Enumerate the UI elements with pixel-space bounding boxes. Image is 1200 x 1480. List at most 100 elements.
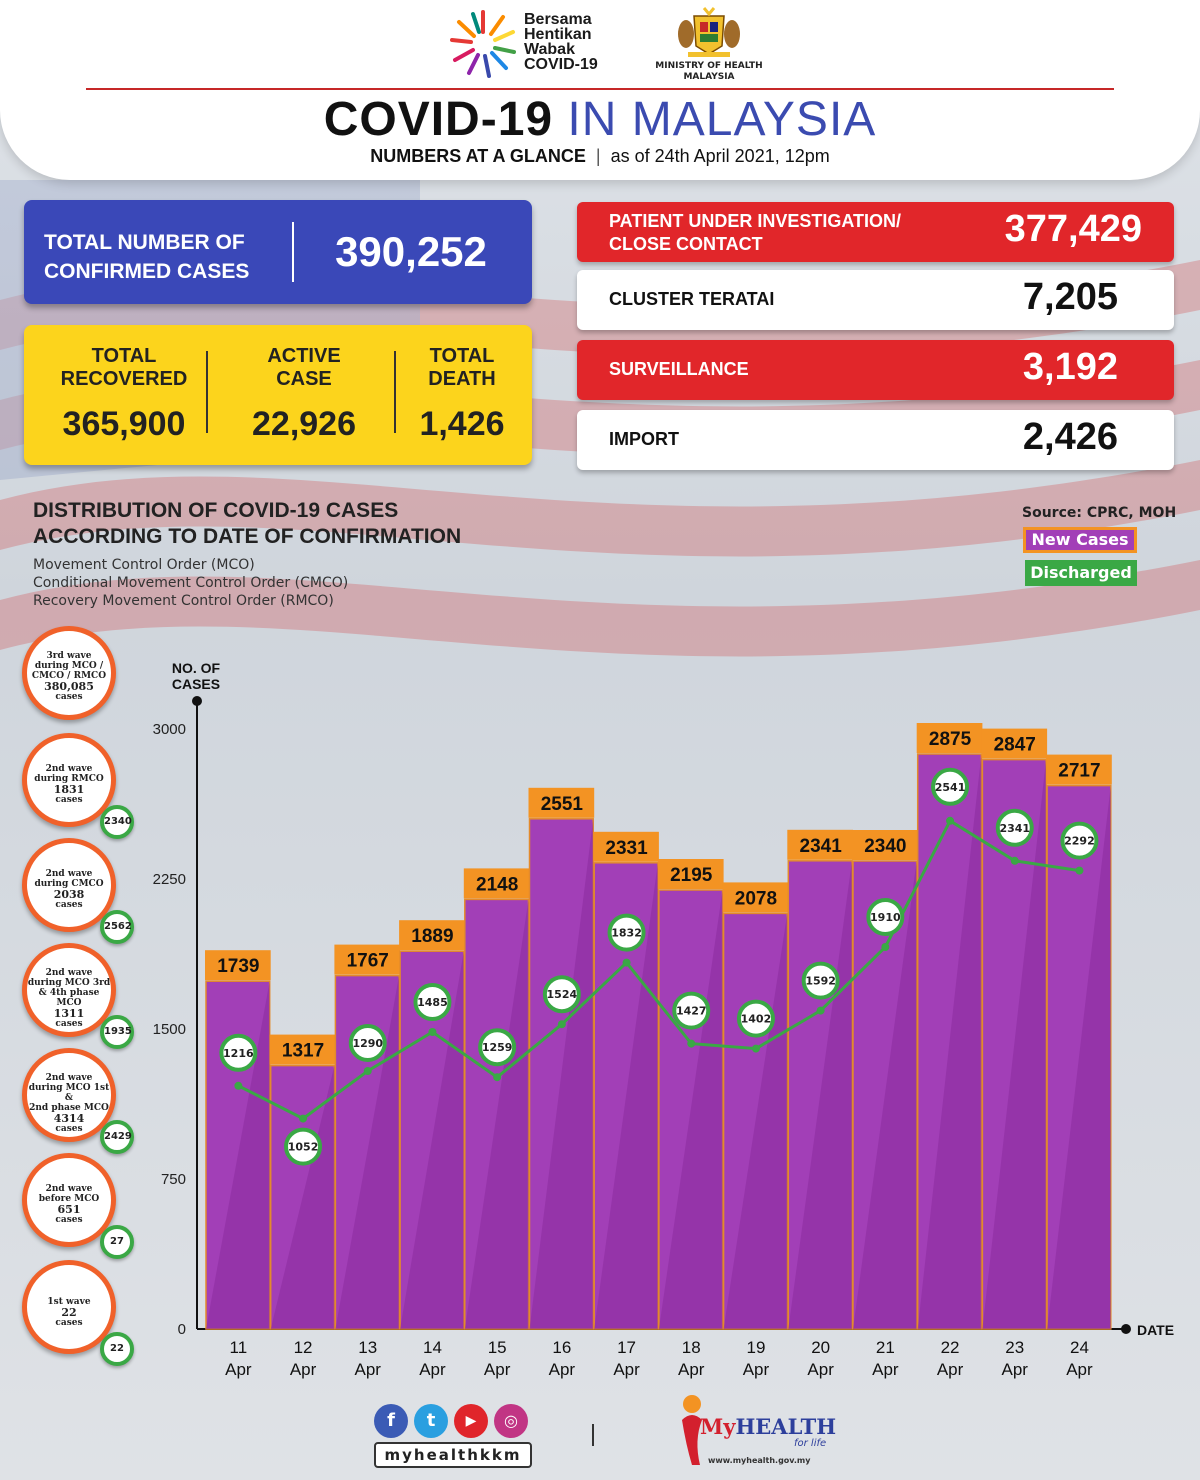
bar-shade (982, 759, 1047, 1329)
bar-label-bg (528, 787, 595, 818)
stat-label: DEATH (428, 368, 496, 390)
discharged-point (1010, 856, 1019, 865)
stat-row-label: SURVEILLANCE (609, 359, 749, 379)
x-tick-month: Apr (937, 1360, 964, 1379)
x-tick-month: Apr (290, 1360, 317, 1379)
stat-row-import: IMPORT 2,426 (577, 410, 1174, 470)
bar-value-label: 2340 (864, 836, 906, 857)
instagram-icon[interactable]: ◎ (494, 1404, 528, 1438)
wave-discharged-badge: 1935 (100, 1015, 134, 1049)
discharged-point (234, 1081, 243, 1090)
bar-value-label: 1317 (282, 1041, 324, 1062)
discharged-bubble (866, 898, 905, 936)
campaign-logo: Bersama Hentikan Wabak COVID-19 (446, 8, 626, 80)
discharged-value-label: 1832 (611, 927, 642, 940)
bar-value-label: 2341 (800, 836, 843, 857)
bar-label-bg (593, 831, 659, 862)
wave-discharged-badge: 2340 (100, 805, 134, 839)
bar-label-bg (852, 830, 918, 860)
wave-label: 2nd wave (45, 764, 93, 774)
wave-label: 3rd wave (46, 651, 92, 661)
ministry-line: MALAYSIA (683, 72, 735, 82)
discharged-bubble (413, 983, 452, 1021)
social-links: f t ▶ ◎ myhealthkkm (374, 1404, 532, 1468)
stat-label: TOTAL (429, 345, 495, 367)
wave-count: 651 (57, 1203, 81, 1216)
bar-value-label: 2847 (994, 735, 1036, 756)
wave-count: 22 (61, 1306, 77, 1319)
stat-label: TOTAL (91, 345, 157, 367)
discharged-point (881, 943, 890, 951)
wave-discharged-badge: 2562 (100, 910, 134, 944)
total-divider (292, 222, 294, 282)
subtitle-bold: NUMBERS AT A GLANCE (370, 146, 586, 166)
discharged-point (816, 1006, 825, 1015)
stat-row-cluster: CLUSTER TERATAI 7,205 (577, 270, 1174, 330)
x-tick-day: 19 (746, 1338, 765, 1357)
wave-label: & 4th phase MCO (38, 988, 100, 1008)
stat-label: ACTIVE (267, 345, 341, 367)
y-tick-label: 3000 (153, 721, 186, 738)
wave-unit: cases (55, 1124, 83, 1134)
discharged-bubble (607, 913, 646, 952)
bar-label-bg (981, 728, 1048, 759)
subtitle-date: as of 24th April 2021, 12pm (610, 146, 830, 166)
discharged-bubble (348, 1024, 387, 1062)
stat-label: RECOVERED (60, 368, 188, 390)
y-axis-title: CASES (172, 676, 220, 692)
x-tick-day: 16 (552, 1338, 571, 1357)
bar-shade (594, 862, 658, 1329)
active-value: 22,926 (252, 405, 356, 443)
x-tick-month: Apr (1066, 1360, 1093, 1379)
y-tick-label: 750 (161, 1171, 186, 1188)
y-axis-title: NO. OF (172, 660, 221, 676)
x-tick-day: 20 (811, 1338, 830, 1357)
total-label-line: TOTAL NUMBER OF (44, 231, 245, 254)
discharged-bubble (736, 999, 775, 1038)
x-tick-month: Apr (419, 1360, 446, 1379)
y-tick-label: 0 (178, 1321, 186, 1338)
discharged-value-label: 1910 (870, 911, 901, 924)
discharged-bubble (478, 1028, 517, 1067)
bar-value-label: 2875 (929, 729, 972, 750)
stat-label: CASE (276, 368, 332, 390)
wave-count: 380,085 (44, 680, 94, 693)
distribution-title: DISTRIBUTION OF COVID-19 CASES ACCORDING… (33, 498, 461, 550)
legend-new-cases: New Cases (1023, 527, 1137, 553)
wave-label: 2nd phase MCO (29, 1103, 109, 1113)
bar-shade (529, 818, 594, 1329)
discharged-bubble (995, 808, 1034, 847)
discharged-bubble (1060, 821, 1099, 860)
twitter-icon[interactable]: t (414, 1404, 448, 1438)
death-stat: TOTAL DEATH 1,426 (402, 345, 522, 444)
campaign-line: Bersama (524, 11, 592, 28)
x-tick-month: Apr (807, 1360, 834, 1379)
wave-label: 2nd wave (45, 869, 93, 879)
x-tick-day: 24 (1070, 1338, 1089, 1357)
note-line: Recovery Movement Control Order (RMCO) (33, 593, 334, 609)
bar-value-label: 1889 (411, 926, 453, 947)
social-handle: myhealthkkm (374, 1442, 532, 1468)
discharged-value-label: 1259 (482, 1041, 513, 1054)
x-axis-end-dot (1121, 1324, 1131, 1334)
bar-value-label: 2078 (735, 888, 777, 909)
x-tick-day: 11 (230, 1338, 248, 1357)
ministry-logo: MINISTRY OF HEALTH MALAYSIA (650, 6, 768, 84)
y-axis-end-dot (192, 696, 202, 706)
header-card: Bersama Hentikan Wabak COVID-19 MINISTRY… (0, 0, 1200, 180)
total-confirmed-card: TOTAL NUMBER OF CONFIRMED CASES 390,252 (24, 200, 532, 304)
footer-divider (592, 1424, 594, 1446)
discharged-value-label: 1485 (417, 996, 448, 1009)
discharged-value-label: 1427 (676, 1005, 707, 1018)
wave-circle: 1st wave 22 cases (22, 1260, 116, 1354)
bar-value-label: 2717 (1058, 761, 1100, 782)
discharged-bubble (284, 1127, 323, 1166)
recovered-stat: TOTAL RECOVERED 365,900 (34, 345, 214, 444)
youtube-icon[interactable]: ▶ (454, 1404, 488, 1438)
wave-label: during CMCO (34, 879, 104, 889)
facebook-icon[interactable]: f (374, 1404, 408, 1438)
discharged-value-label: 2341 (999, 822, 1030, 835)
x-tick-month: Apr (225, 1360, 252, 1379)
x-tick-day: 14 (423, 1338, 442, 1357)
x-axis-title: DATE (1137, 1322, 1174, 1338)
